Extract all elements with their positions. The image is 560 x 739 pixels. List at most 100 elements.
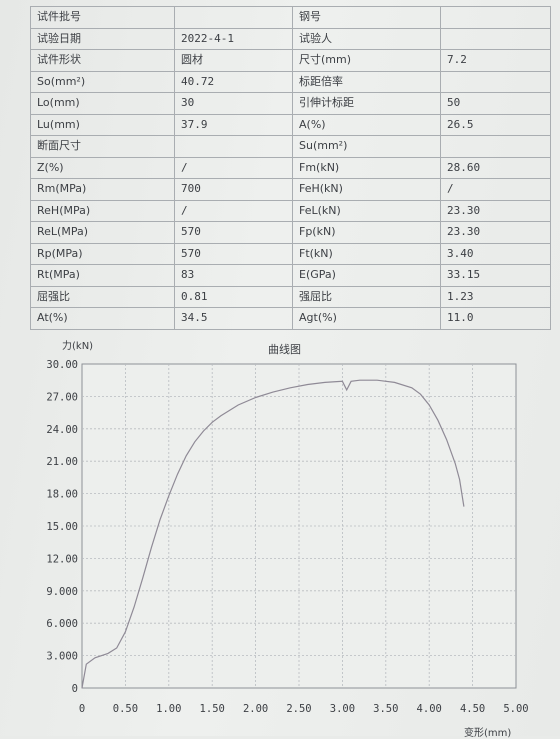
field-label: Su(mm²): [292, 135, 441, 158]
field-label: Lu(mm): [30, 113, 175, 136]
y-tick-label: 9.000: [46, 586, 78, 598]
y-tick-label: 24.00: [46, 424, 78, 436]
field-label: 引伸计标距: [292, 92, 441, 115]
x-tick-label: 2.00: [243, 703, 268, 715]
y-tick-label: 6.000: [46, 618, 78, 630]
field-value: 37.9: [174, 113, 293, 136]
field-value: /: [174, 199, 293, 222]
field-value: 23.30: [440, 221, 551, 244]
field-value: 7.2: [440, 49, 551, 72]
table-row: Lo(mm) 30 引伸计标距 50: [30, 92, 551, 115]
x-tick-label: 3.00: [330, 703, 355, 715]
field-label: Z(%): [30, 156, 175, 179]
table-row: 断面尺寸 Su(mm²): [30, 135, 551, 158]
field-value: 11.0: [440, 307, 551, 330]
field-value: [440, 6, 551, 29]
field-value: 23.30: [440, 199, 551, 222]
field-value: 40.72: [174, 70, 293, 93]
field-label: Rm(MPa): [30, 178, 175, 201]
field-label: 标距倍率: [292, 70, 441, 93]
field-value: [174, 6, 293, 29]
field-label: Ft(kN): [292, 242, 441, 265]
field-value: 1.23: [440, 285, 551, 308]
field-label: 断面尺寸: [30, 135, 175, 158]
field-label: FeL(kN): [292, 199, 441, 222]
field-value: 3.40: [440, 242, 551, 265]
chart-title: 曲线图: [268, 343, 301, 356]
field-label: So(mm²): [30, 70, 175, 93]
table-row: ReH(MPa) / FeL(kN) 23.30: [30, 199, 551, 222]
x-tick-label: 4.50: [460, 703, 485, 715]
field-value: /: [174, 156, 293, 179]
field-label: 钢号: [292, 6, 441, 29]
field-label: ReH(MPa): [30, 199, 175, 222]
field-value: 33.15: [440, 264, 551, 287]
table-row: 试件批号 钢号: [30, 6, 551, 29]
table-row: 屈强比 0.81 强屈比 1.23: [30, 285, 551, 308]
table-row: Rp(MPa) 570 Ft(kN) 3.40: [30, 242, 551, 265]
y-tick-label: 21.00: [46, 456, 78, 468]
x-tick-label: 0: [79, 703, 85, 715]
table-row: Rt(MPa) 83 E(GPa) 33.15: [30, 264, 551, 287]
field-value: [440, 27, 551, 50]
field-label: 试件形状: [30, 49, 175, 72]
table-row: ReL(MPa) 570 Fp(kN) 23.30: [30, 221, 551, 244]
x-tick-label: 4.00: [417, 703, 442, 715]
x-tick-label: 5.00: [503, 703, 528, 715]
field-label: 试件批号: [30, 6, 175, 29]
field-label: 尺寸(mm): [292, 49, 441, 72]
field-value: 30: [174, 92, 293, 115]
table-row: Lu(mm) 37.9 A(%) 26.5: [30, 113, 551, 136]
field-label: ReL(MPa): [30, 221, 175, 244]
x-tick-label: 1.50: [200, 703, 225, 715]
field-value: 570: [174, 221, 293, 244]
field-value: 28.60: [440, 156, 551, 179]
table-row: 试验日期 2022-4-1 试验人: [30, 27, 551, 50]
field-value: [440, 135, 551, 158]
field-label: 强屈比: [292, 285, 441, 308]
field-label: Agt(%): [292, 307, 441, 330]
field-value: 570: [174, 242, 293, 265]
field-label: 试验人: [292, 27, 441, 50]
force-deformation-curve: [81, 379, 465, 689]
field-label: Rp(MPa): [30, 242, 175, 265]
y-tick-label: 15.00: [46, 521, 78, 533]
table-row: So(mm²) 40.72 标距倍率: [30, 70, 551, 93]
y-tick-label: 27.00: [46, 391, 78, 403]
x-tick-label: 2.50: [286, 703, 311, 715]
field-value: 圆材: [174, 49, 293, 72]
field-label: Lo(mm): [30, 92, 175, 115]
field-label: Rt(MPa): [30, 264, 175, 287]
field-value: /: [440, 178, 551, 201]
field-value: 26.5: [440, 113, 551, 136]
table-row: Z(%) / Fm(kN) 28.60: [30, 156, 551, 179]
y-tick-label: 30.00: [46, 359, 78, 371]
x-tick-label: 1.00: [156, 703, 181, 715]
field-label: Fp(kN): [292, 221, 441, 244]
field-value: 2022-4-1: [174, 27, 293, 50]
field-value: 0.81: [174, 285, 293, 308]
chart-plot-area: 03.0006.0009.00012.0015.0018.0021.0024.0…: [46, 359, 528, 715]
field-label: 屈强比: [30, 285, 175, 308]
y-tick-label: 3.000: [46, 651, 78, 663]
field-value: 50: [440, 92, 551, 115]
table-row: At(%) 34.5 Agt(%) 11.0: [30, 307, 551, 330]
field-value: [174, 135, 293, 158]
field-value: 83: [174, 264, 293, 287]
y-tick-label: 12.00: [46, 553, 78, 565]
force-deformation-chart: 曲线图 力(kN) 变形(mm) 0 3.000 6.000 9.000 12.00 15…: [0, 330, 560, 739]
table-row: 试件形状 圆材 尺寸(mm) 7.2: [30, 49, 551, 72]
y-tick-label: 18.00: [46, 489, 78, 501]
table-row: Rm(MPa) 700 FeH(kN) /: [30, 178, 551, 201]
field-label: E(GPa): [292, 264, 441, 287]
y-tick-label: 0: [72, 683, 78, 695]
x-tick-label: 0.50: [113, 703, 138, 715]
test-parameters-table: 试件批号 钢号 试验日期 2022-4-1 试验人 试件形状 圆材 尺寸(mm) 7.2 So(m…: [30, 6, 551, 330]
field-label: FeH(kN): [292, 178, 441, 201]
y-axis-label: 力(kN): [62, 341, 94, 352]
field-label: 试验日期: [30, 27, 175, 50]
field-value: 34.5: [174, 307, 293, 330]
field-value: [440, 70, 551, 93]
field-label: At(%): [30, 307, 175, 330]
